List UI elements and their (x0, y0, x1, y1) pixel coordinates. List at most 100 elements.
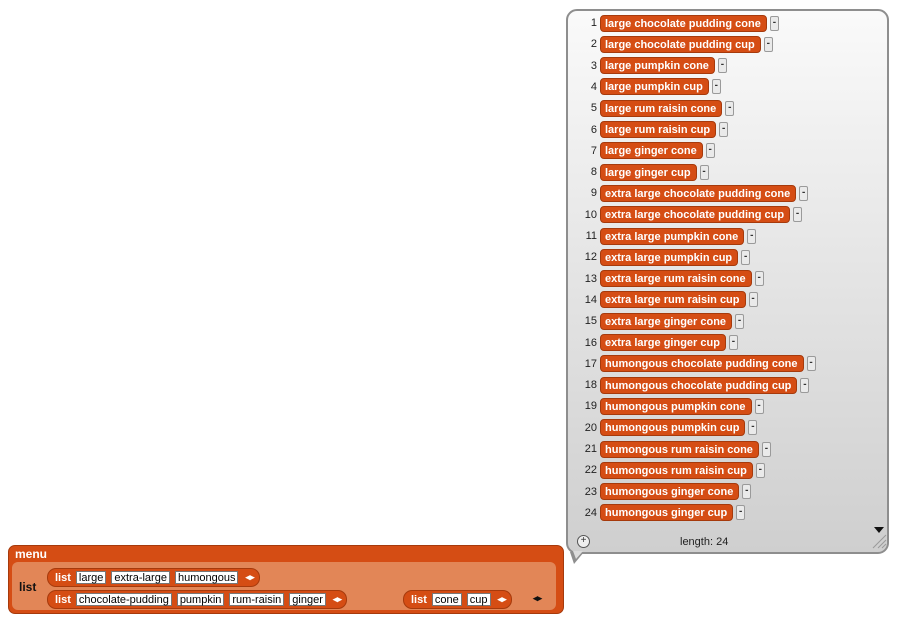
item-index: 17 (584, 357, 597, 370)
item-index: 3 (590, 59, 597, 72)
list-item: 23 humongous ginger cone - (575, 483, 752, 501)
list-item: 24 humongous ginger cup - (575, 504, 746, 522)
item-value[interactable]: humongous ginger cup (600, 504, 734, 522)
item-value[interactable]: humongous rum raisin cup (600, 461, 753, 479)
item-index: 23 (584, 485, 597, 498)
remove-item-button[interactable]: - (705, 143, 715, 159)
item-value[interactable]: humongous chocolate pudding cup (600, 376, 798, 394)
item-value[interactable]: humongous chocolate pudding cone (600, 355, 804, 373)
item-value[interactable]: large rum raisin cup (600, 121, 717, 138)
item-index: 8 (590, 166, 597, 179)
item-value[interactable]: large rum raisin cone (600, 99, 723, 117)
remove-item-button[interactable]: - (719, 122, 729, 137)
item-value[interactable]: large pumpkin cup (600, 78, 709, 96)
item-index: 9 (590, 187, 597, 200)
item-index: 13 (584, 272, 597, 285)
list-slot[interactable]: large (75, 571, 107, 584)
list-item: 8 large ginger cup - (575, 163, 709, 181)
item-index: 7 (590, 144, 597, 157)
item-index: 18 (584, 379, 597, 392)
list-slot[interactable]: humongous (174, 571, 239, 584)
list-item: 15 extra large ginger cone - (575, 312, 745, 330)
list-block-flavors[interactable]: list chocolate-pudding pumpkin rum-raisi… (47, 590, 347, 609)
remove-item-button[interactable]: - (748, 292, 758, 308)
list-block-containers[interactable]: list cone cup ◂▸ (403, 590, 512, 609)
item-value[interactable]: extra large rum raisin cone (600, 270, 752, 288)
item-value[interactable]: large chocolate pudding cup (600, 35, 761, 53)
item-index: 16 (584, 336, 597, 349)
remove-item-button[interactable]: - (728, 335, 738, 350)
scroll-down-icon[interactable] (874, 527, 884, 533)
outer-arrows-icon[interactable]: ◂▸ (533, 593, 543, 603)
remove-item-button[interactable]: - (741, 249, 751, 265)
remove-item-button[interactable]: - (806, 356, 816, 372)
list-slot[interactable]: rum-raisin (229, 593, 285, 606)
item-index: 15 (584, 315, 597, 328)
item-value[interactable]: extra large pumpkin cup (600, 248, 739, 266)
item-value[interactable]: humongous pumpkin cone (600, 397, 752, 415)
list-block-sizes[interactable]: list large extra-large humongous ◂▸ (47, 568, 260, 587)
list-slot[interactable]: cup (466, 593, 491, 606)
list-slot[interactable]: chocolate-pudding (75, 593, 172, 606)
list-slot[interactable]: ginger (289, 593, 326, 606)
remove-item-button[interactable]: - (755, 462, 765, 478)
arrows-icon[interactable]: ◂▸ (245, 572, 255, 582)
arrows-icon[interactable]: ◂▸ (332, 594, 342, 604)
remove-item-button[interactable]: - (793, 207, 803, 223)
remove-item-button[interactable]: - (761, 441, 771, 457)
item-value[interactable]: extra large ginger cone (600, 312, 733, 330)
item-value[interactable]: extra large chocolate pudding cup (600, 206, 791, 224)
remove-item-button[interactable]: - (711, 79, 721, 95)
list-slot[interactable]: cone (431, 593, 462, 606)
item-value[interactable]: extra large pumpkin cone (600, 227, 745, 245)
remove-item-button[interactable]: - (742, 484, 752, 500)
list-item: 5 large rum raisin cone - (575, 99, 735, 117)
list-keyword: list (411, 593, 427, 606)
list-item: 17 humongous chocolate pudding cone - (575, 355, 816, 373)
remove-item-button[interactable]: - (748, 420, 758, 436)
arrows-icon[interactable]: ◂▸ (497, 594, 507, 604)
remove-item-button[interactable]: - (769, 15, 779, 31)
item-value[interactable]: extra large chocolate pudding cone (600, 184, 797, 202)
item-index: 21 (584, 443, 597, 455)
item-index: 6 (590, 123, 597, 136)
remove-item-button[interactable]: - (754, 398, 764, 414)
list-item: 11 extra large pumpkin cone - (575, 227, 757, 245)
item-index: 14 (584, 293, 597, 306)
item-value[interactable]: humongous rum raisin cone (600, 440, 759, 458)
remove-item-button[interactable]: - (747, 228, 757, 244)
list-item: 1 large chocolate pudding cone - (575, 14, 779, 32)
remove-item-button[interactable]: - (800, 377, 810, 393)
item-value[interactable]: large ginger cone (600, 142, 703, 160)
list-item: 16 extra large ginger cup - (575, 334, 738, 352)
remove-item-button[interactable]: - (799, 185, 809, 201)
item-index: 2 (590, 38, 597, 51)
list-slot[interactable]: pumpkin (176, 593, 225, 606)
remove-item-button[interactable]: - (717, 58, 727, 74)
list-item: 19 humongous pumpkin cone - (575, 397, 764, 415)
remove-item-button[interactable]: - (763, 36, 773, 52)
remove-item-button[interactable]: - (735, 313, 745, 329)
list-item: 9 extra large chocolate pudding cone - (575, 184, 809, 202)
remove-item-button[interactable]: - (699, 164, 709, 180)
list-item: 3 large pumpkin cone - (575, 57, 727, 75)
item-value[interactable]: extra large rum raisin cup (600, 291, 746, 309)
list-length: length: 24 (680, 536, 729, 548)
item-index: 22 (584, 464, 597, 477)
list-keyword: list (55, 571, 71, 584)
list-item: 10 extra large chocolate pudding cup - (575, 206, 803, 224)
item-value[interactable]: extra large ginger cup (600, 334, 726, 351)
item-value[interactable]: large pumpkin cone (600, 57, 715, 75)
remove-item-button[interactable]: - (725, 100, 735, 116)
item-value[interactable]: humongous ginger cone (600, 483, 740, 501)
list-slot[interactable]: extra-large (111, 571, 170, 584)
remove-item-button[interactable]: - (736, 505, 746, 521)
outer-list-label: list (19, 580, 37, 594)
resize-grip-icon[interactable] (871, 533, 887, 549)
item-value[interactable]: large chocolate pudding cone (600, 14, 767, 32)
item-value[interactable]: humongous pumpkin cup (600, 419, 746, 437)
item-index: 11 (585, 230, 597, 242)
remove-item-button[interactable]: - (754, 271, 764, 287)
add-item-icon[interactable]: + (577, 535, 590, 548)
item-value[interactable]: large ginger cup (600, 163, 697, 181)
